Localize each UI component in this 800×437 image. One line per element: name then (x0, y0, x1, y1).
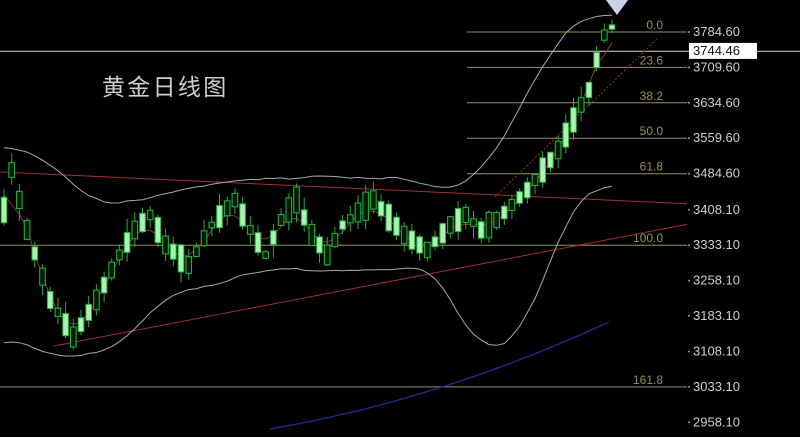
svg-text:50.0: 50.0 (640, 124, 664, 138)
svg-text:3033.10: 3033.10 (693, 379, 740, 394)
svg-text:61.8: 61.8 (640, 160, 664, 174)
svg-text:161.8: 161.8 (633, 373, 663, 387)
svg-text:3183.10: 3183.10 (693, 308, 740, 323)
svg-text:3559.60: 3559.60 (693, 130, 740, 145)
svg-text:3408.10: 3408.10 (693, 202, 740, 217)
svg-text:0.0: 0.0 (646, 18, 663, 32)
svg-text:3784.60: 3784.60 (693, 24, 740, 39)
svg-text:3709.60: 3709.60 (693, 59, 740, 74)
svg-text:3108.10: 3108.10 (693, 344, 740, 359)
svg-text:3634.60: 3634.60 (693, 95, 740, 110)
svg-text:3744.46: 3744.46 (693, 43, 740, 58)
svg-text:2958.10: 2958.10 (693, 414, 740, 429)
svg-text:23.6: 23.6 (640, 53, 664, 67)
svg-text:3333.10: 3333.10 (693, 237, 740, 252)
svg-text:38.2: 38.2 (640, 89, 664, 103)
svg-text:3258.10: 3258.10 (693, 273, 740, 288)
svg-text:3484.60: 3484.60 (693, 166, 740, 181)
svg-text:100.0: 100.0 (633, 231, 663, 245)
svg-text:黄金日线图: 黄金日线图 (102, 74, 229, 100)
